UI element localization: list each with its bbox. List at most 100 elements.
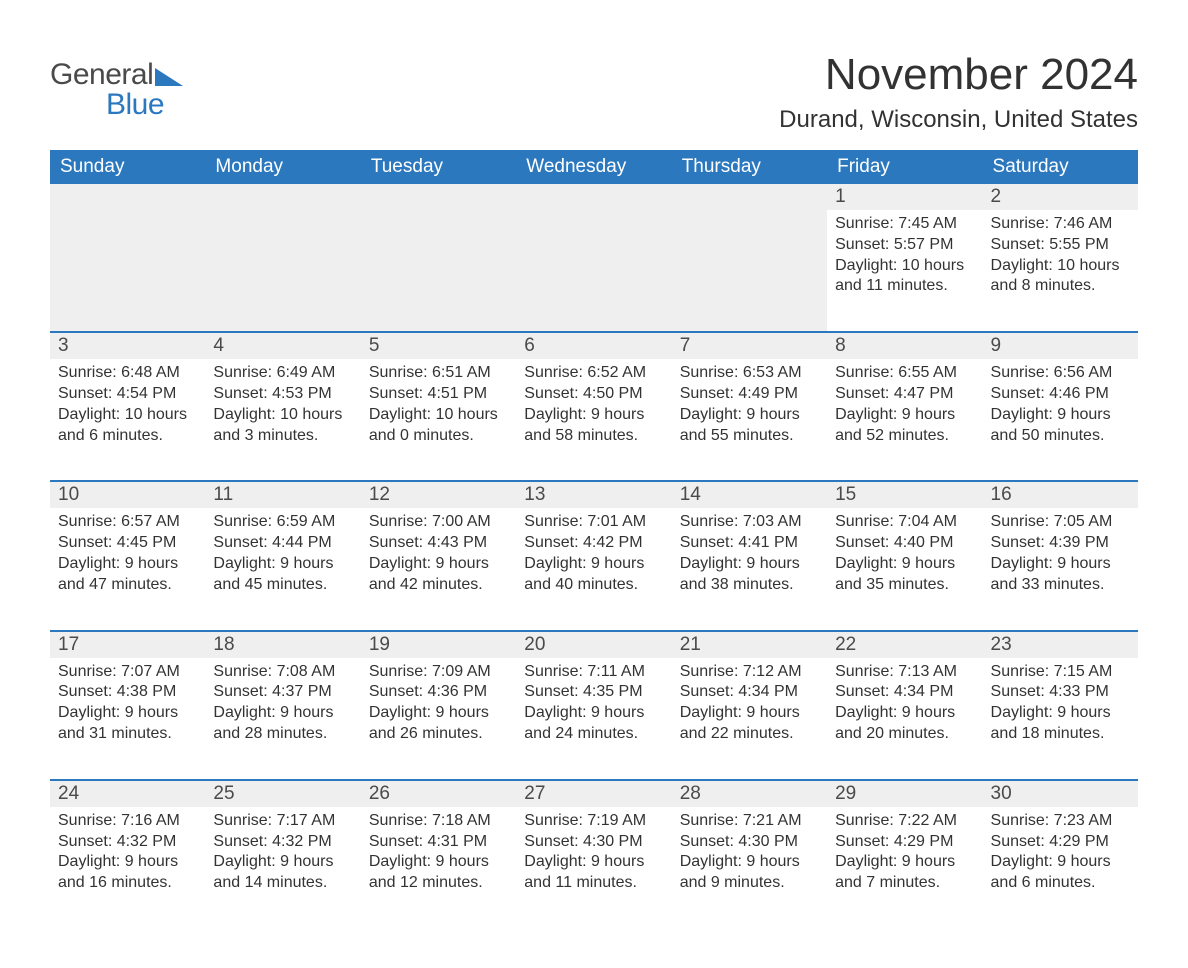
- sunset-text: Sunset: 4:38 PM: [58, 682, 197, 703]
- weekday-header: Friday: [827, 150, 982, 184]
- day-details: Sunrise: 6:56 AMSunset: 4:46 PMDaylight:…: [983, 359, 1138, 446]
- calendar-week-row: 17Sunrise: 7:07 AMSunset: 4:38 PMDayligh…: [50, 631, 1138, 780]
- sunrise-text: Sunrise: 7:11 AM: [524, 662, 663, 683]
- weekday-header: Saturday: [983, 150, 1138, 184]
- calendar-empty-cell: [361, 184, 516, 332]
- day-details: Sunrise: 6:49 AMSunset: 4:53 PMDaylight:…: [205, 359, 360, 446]
- calendar-day-cell: 18Sunrise: 7:08 AMSunset: 4:37 PMDayligh…: [205, 631, 360, 780]
- day-number: 3: [50, 333, 205, 359]
- day-number: 24: [50, 781, 205, 807]
- calendar-body: 1 Sunrise: 7:45 AMSunset: 5:57 PM Daylight…: [50, 184, 1138, 928]
- sunset-text: Sunset: 4:51 PM: [369, 384, 508, 405]
- sunset-text: Sunset: 4:31 PM: [369, 832, 508, 853]
- day-number: 30: [983, 781, 1138, 807]
- sunrise-text: Sunrise: 7:16 AM: [58, 811, 197, 832]
- sunrise-text: Sunrise: 7:09 AM: [369, 662, 508, 683]
- day-number: 29: [827, 781, 982, 807]
- day-details: Sunrise: 6:57 AMSunset: 4:45 PMDaylight:…: [50, 508, 205, 595]
- calendar-week-row: 3Sunrise: 6:48 AMSunset: 4:54 PMDaylight…: [50, 332, 1138, 481]
- sunset-text: Sunset: 4:54 PM: [58, 384, 197, 405]
- calendar-day-cell: 19Sunrise: 7:09 AMSunset: 4:36 PMDayligh…: [361, 631, 516, 780]
- day-details: Sunrise: 7:46 AMSunset: 5:55 PMDaylight:…: [983, 210, 1138, 297]
- day-number: 20: [516, 632, 671, 658]
- daylight-text: Daylight: 9 hours and 47 minutes.: [58, 554, 197, 596]
- daylight-text: Daylight: 9 hours and 7 minutes.: [835, 852, 974, 894]
- day-number: 10: [50, 482, 205, 508]
- day-details: Sunrise: 7:04 AMSunset: 4:40 PMDaylight:…: [827, 508, 982, 595]
- day-details: Sunrise: 7:16 AMSunset: 4:32 PMDaylight:…: [50, 807, 205, 894]
- day-number: 5: [361, 333, 516, 359]
- calendar-week-row: 1Sunrise: 7:45 AMSunset: 5:57 PMDaylight…: [50, 184, 1138, 332]
- sunrise-text: Sunrise: 6:56 AM: [991, 363, 1130, 384]
- calendar-day-cell: 12Sunrise: 7:00 AMSunset: 4:43 PMDayligh…: [361, 481, 516, 630]
- weekday-header: Sunday: [50, 150, 205, 184]
- daylight-text: Daylight: 9 hours and 12 minutes.: [369, 852, 508, 894]
- day-details: Sunrise: 7:12 AMSunset: 4:34 PMDaylight:…: [672, 658, 827, 745]
- day-number: 7: [672, 333, 827, 359]
- sunrise-text: Sunrise: 7:17 AM: [213, 811, 352, 832]
- daylight-text: Daylight: 9 hours and 52 minutes.: [835, 405, 974, 447]
- calendar-day-cell: 8Sunrise: 6:55 AMSunset: 4:47 PMDaylight…: [827, 332, 982, 481]
- sunset-text: Sunset: 4:29 PM: [991, 832, 1130, 853]
- calendar-day-cell: 25Sunrise: 7:17 AMSunset: 4:32 PMDayligh…: [205, 780, 360, 928]
- day-number: 12: [361, 482, 516, 508]
- calendar-week-row: 10Sunrise: 6:57 AMSunset: 4:45 PMDayligh…: [50, 481, 1138, 630]
- day-number: 8: [827, 333, 982, 359]
- day-number: 25: [205, 781, 360, 807]
- day-details: Sunrise: 6:52 AMSunset: 4:50 PMDaylight:…: [516, 359, 671, 446]
- calendar-week-row: 24Sunrise: 7:16 AMSunset: 4:32 PMDayligh…: [50, 780, 1138, 928]
- sunset-text: Sunset: 4:35 PM: [524, 682, 663, 703]
- weekday-header: Wednesday: [516, 150, 671, 184]
- sunrise-text: Sunrise: 7:08 AM: [213, 662, 352, 683]
- day-number: 1: [827, 184, 982, 210]
- day-details: Sunrise: 7:03 AMSunset: 4:41 PMDaylight:…: [672, 508, 827, 595]
- calendar-day-cell: 16Sunrise: 7:05 AMSunset: 4:39 PMDayligh…: [983, 481, 1138, 630]
- day-number: 13: [516, 482, 671, 508]
- calendar-day-cell: 28Sunrise: 7:21 AMSunset: 4:30 PMDayligh…: [672, 780, 827, 928]
- day-number: 16: [983, 482, 1138, 508]
- month-title: November 2024: [779, 50, 1138, 100]
- calendar-day-cell: 3Sunrise: 6:48 AMSunset: 4:54 PMDaylight…: [50, 332, 205, 481]
- daylight-text: Daylight: 10 hours and 6 minutes.: [58, 405, 197, 447]
- calendar-day-cell: 14Sunrise: 7:03 AMSunset: 4:41 PMDayligh…: [672, 481, 827, 630]
- logo-triangle-icon: [155, 68, 183, 86]
- sunrise-text: Sunrise: 7:46 AM: [991, 214, 1130, 235]
- sunrise-text: Sunrise: 6:51 AM: [369, 363, 508, 384]
- sunset-text: Sunset: 5:57 PM: [835, 235, 974, 256]
- sunrise-text: Sunrise: 6:52 AM: [524, 363, 663, 384]
- day-number: 6: [516, 333, 671, 359]
- logo-word-2: Blue: [50, 90, 183, 120]
- weekday-header-row: SundayMondayTuesdayWednesdayThursdayFrid…: [50, 150, 1138, 184]
- sunset-text: Sunset: 4:36 PM: [369, 682, 508, 703]
- daylight-text: Daylight: 9 hours and 11 minutes.: [524, 852, 663, 894]
- sunrise-text: Sunrise: 7:45 AM: [835, 214, 974, 235]
- calendar-day-cell: 4Sunrise: 6:49 AMSunset: 4:53 PMDaylight…: [205, 332, 360, 481]
- calendar-day-cell: 7Sunrise: 6:53 AMSunset: 4:49 PMDaylight…: [672, 332, 827, 481]
- daylight-text: Daylight: 9 hours and 9 minutes.: [680, 852, 819, 894]
- daylight-text: Daylight: 9 hours and 20 minutes.: [835, 703, 974, 745]
- sunrise-text: Sunrise: 7:19 AM: [524, 811, 663, 832]
- day-number: 27: [516, 781, 671, 807]
- weekday-header: Thursday: [672, 150, 827, 184]
- sunset-text: Sunset: 4:49 PM: [680, 384, 819, 405]
- daylight-text: Daylight: 9 hours and 45 minutes.: [213, 554, 352, 596]
- calendar-day-cell: 26Sunrise: 7:18 AMSunset: 4:31 PMDayligh…: [361, 780, 516, 928]
- calendar-day-cell: 24Sunrise: 7:16 AMSunset: 4:32 PMDayligh…: [50, 780, 205, 928]
- daylight-text: Daylight: 9 hours and 38 minutes.: [680, 554, 819, 596]
- day-details: Sunrise: 6:55 AMSunset: 4:47 PMDaylight:…: [827, 359, 982, 446]
- sunrise-text: Sunrise: 6:55 AM: [835, 363, 974, 384]
- day-details: Sunrise: 7:00 AMSunset: 4:43 PMDaylight:…: [361, 508, 516, 595]
- sunrise-text: Sunrise: 7:15 AM: [991, 662, 1130, 683]
- sunset-text: Sunset: 4:33 PM: [991, 682, 1130, 703]
- sunset-text: Sunset: 4:40 PM: [835, 533, 974, 554]
- weekday-header: Monday: [205, 150, 360, 184]
- sunset-text: Sunset: 4:37 PM: [213, 682, 352, 703]
- calendar-day-cell: 20Sunrise: 7:11 AMSunset: 4:35 PMDayligh…: [516, 631, 671, 780]
- sunrise-text: Sunrise: 6:59 AM: [213, 512, 352, 533]
- page-header: General Blue November 2024 Durand, Wisco…: [50, 40, 1138, 144]
- sunset-text: Sunset: 4:53 PM: [213, 384, 352, 405]
- day-details: Sunrise: 7:05 AMSunset: 4:39 PMDaylight:…: [983, 508, 1138, 595]
- calendar-empty-cell: [516, 184, 671, 332]
- sunset-text: Sunset: 4:50 PM: [524, 384, 663, 405]
- sunset-text: Sunset: 4:30 PM: [680, 832, 819, 853]
